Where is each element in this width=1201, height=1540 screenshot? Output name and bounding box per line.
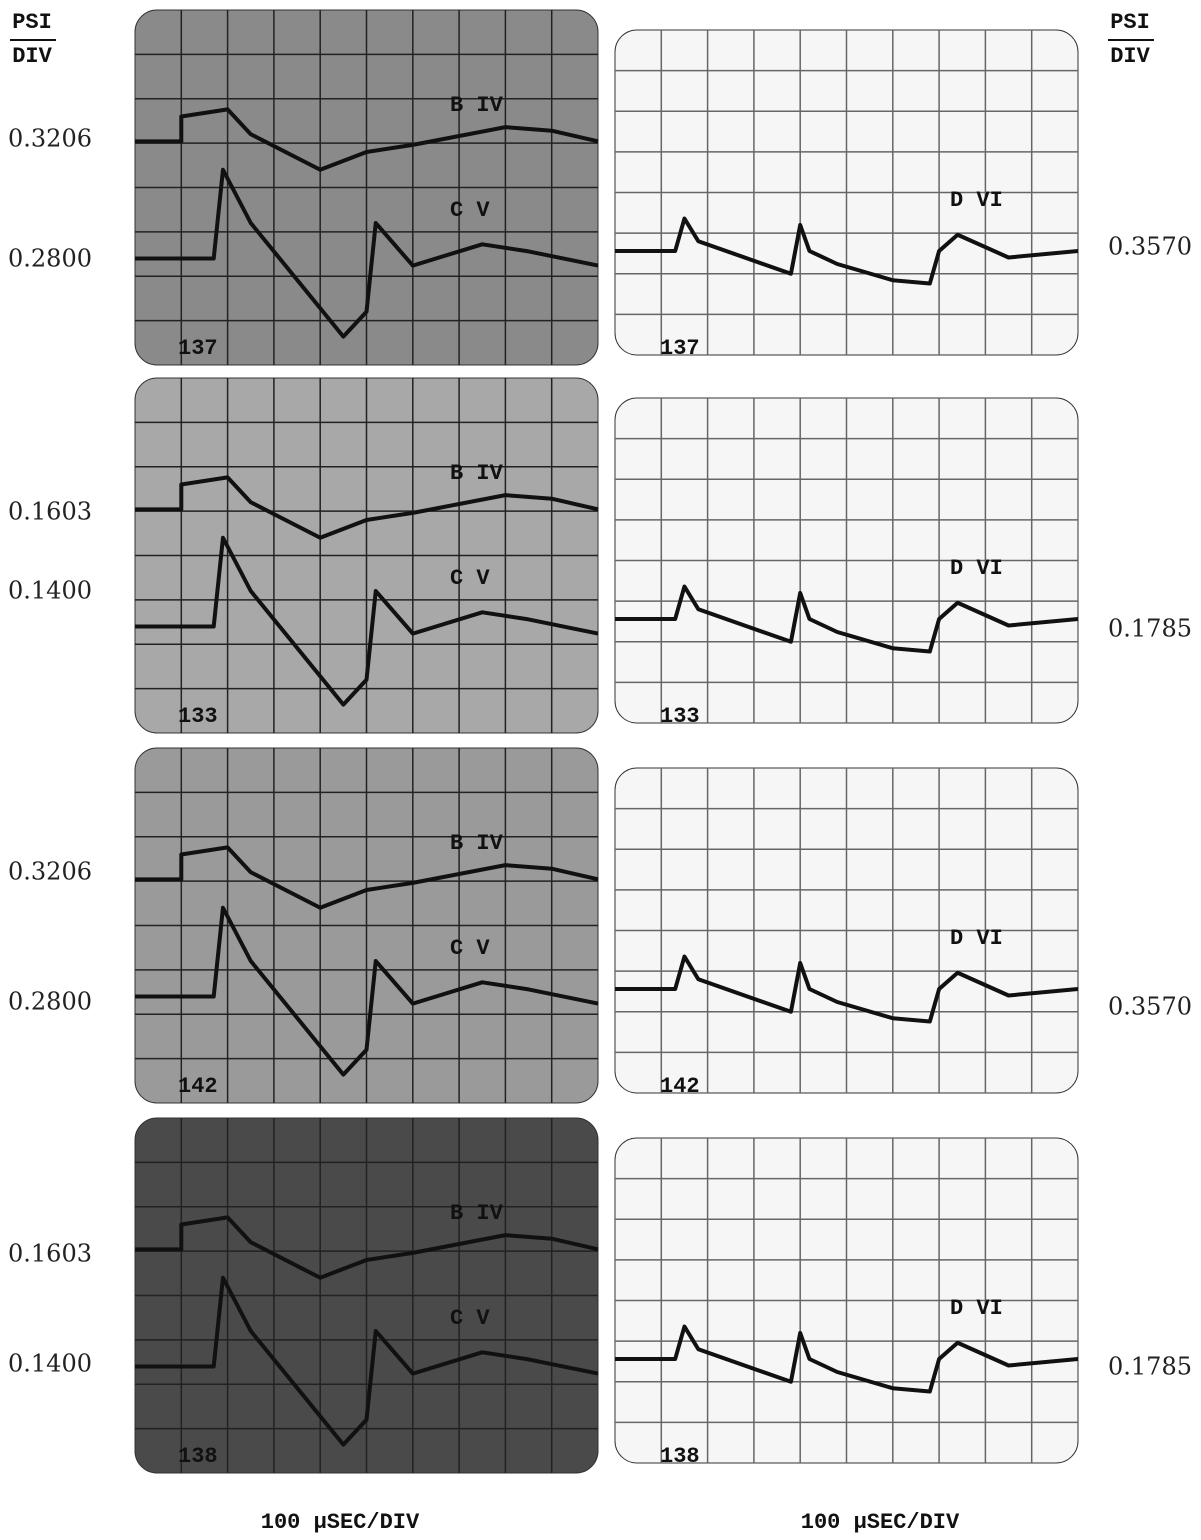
trace-label: D VI: [950, 926, 1003, 951]
scope-trace: [615, 1324, 1079, 1394]
trace-label: C V: [450, 936, 490, 961]
shot-number: 138: [178, 1444, 218, 1469]
trace-label: C V: [450, 566, 490, 591]
trace-label: D VI: [950, 556, 1003, 581]
shot-number: 133: [178, 704, 218, 729]
timebase: 100 μSEC/DIV: [801, 1510, 960, 1535]
shot-number: 142: [660, 1074, 700, 1099]
scope-trace: [135, 1215, 599, 1280]
scope-trace: [135, 905, 599, 1077]
scope-trace: [135, 107, 599, 172]
scope-trace: [615, 954, 1079, 1024]
unit-top: PSI: [1110, 10, 1150, 35]
scope-trace: [615, 584, 1079, 654]
scale-label: 0.3570: [1108, 993, 1192, 1021]
scale-label: 0.3206: [8, 125, 92, 153]
unit-bottom: DIV: [1110, 44, 1150, 69]
scope-trace: [135, 475, 599, 540]
scale-label: 0.1785: [1108, 1353, 1192, 1381]
unit-top: PSI: [12, 10, 52, 35]
trace-label: B IV: [450, 831, 504, 856]
scope-trace: [135, 845, 599, 910]
scope-trace: [615, 216, 1079, 286]
trace-label: D VI: [950, 188, 1003, 213]
trace-label: B IV: [450, 1201, 504, 1226]
unit-bottom: DIV: [12, 44, 52, 69]
trace-label: D VI: [950, 1296, 1003, 1321]
shot-number: 137: [660, 336, 700, 361]
shot-number: 142: [178, 1074, 218, 1099]
trace-label: C V: [450, 1306, 490, 1331]
scale-label: 0.3570: [1108, 233, 1192, 261]
timebase: 100 μSEC/DIV: [261, 1510, 420, 1535]
scale-label: 0.1603: [8, 1240, 92, 1268]
shot-number: 133: [660, 704, 700, 729]
scale-label: 0.2800: [8, 988, 92, 1016]
shot-number: 138: [660, 1444, 700, 1469]
shot-number: 137: [178, 336, 218, 361]
scale-label: 0.2800: [8, 245, 92, 273]
scale-label: 0.1603: [8, 498, 92, 526]
trace-label: B IV: [450, 93, 504, 118]
scope-trace: [135, 167, 599, 339]
trace-label: C V: [450, 198, 490, 223]
scale-label: 0.1400: [8, 577, 92, 605]
scale-label: 0.1785: [1108, 615, 1192, 643]
scope-trace: [135, 1275, 599, 1447]
scope-trace: [135, 535, 599, 707]
trace-label: B IV: [450, 461, 504, 486]
scale-label: 0.1400: [8, 1350, 92, 1378]
scale-label: 0.3206: [8, 858, 92, 886]
